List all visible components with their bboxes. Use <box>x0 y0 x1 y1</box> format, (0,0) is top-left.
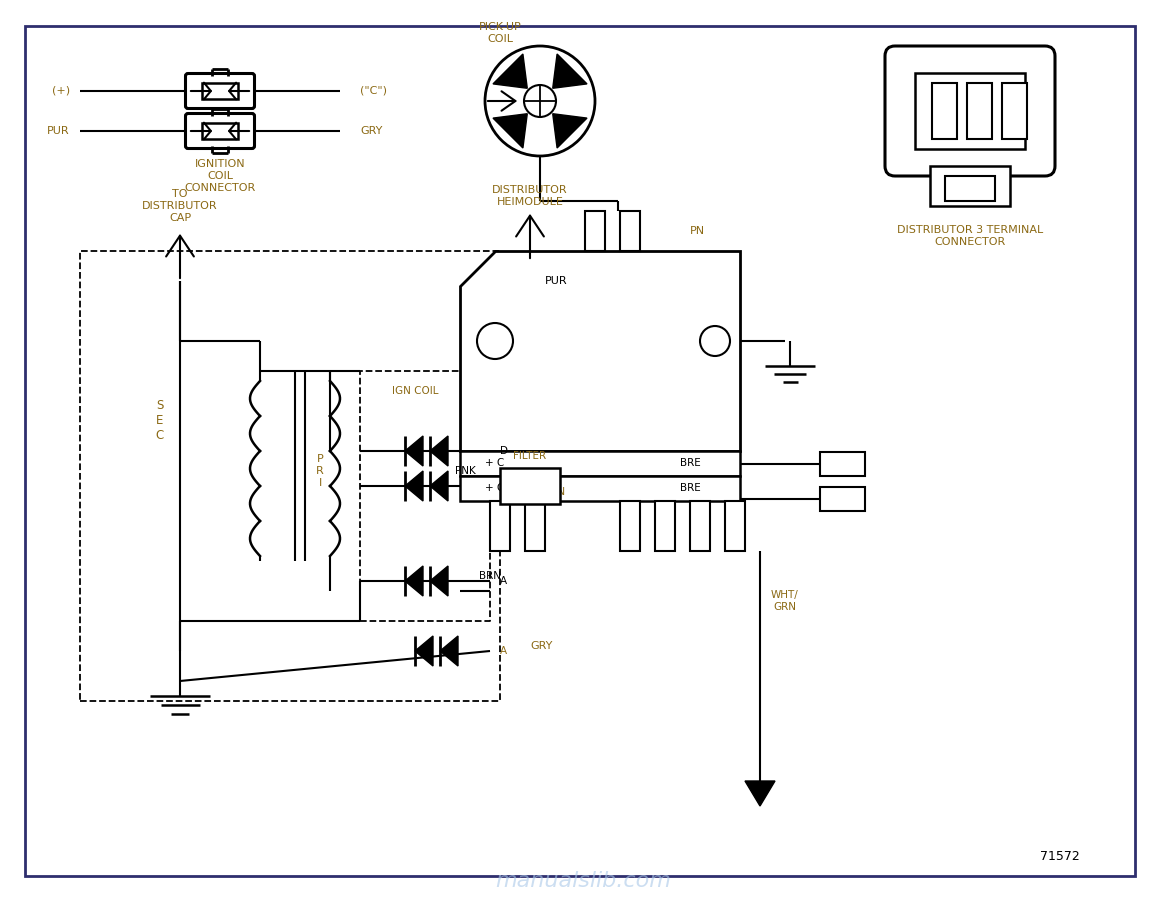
Text: B: B <box>500 481 507 491</box>
Bar <box>967 83 992 139</box>
Text: PN: PN <box>690 226 705 236</box>
Bar <box>932 83 957 139</box>
Circle shape <box>524 85 556 117</box>
FancyBboxPatch shape <box>185 74 254 108</box>
Text: BRE: BRE <box>974 106 990 115</box>
Bar <box>930 166 1010 206</box>
Text: BRE: BRE <box>680 458 701 468</box>
Polygon shape <box>553 114 586 148</box>
Text: DISTRIBUTOR 3 TERMINAL
CONNECTOR: DISTRIBUTOR 3 TERMINAL CONNECTOR <box>897 225 1044 247</box>
Text: WHT/
GRN: WHT/ GRN <box>771 590 799 612</box>
Polygon shape <box>430 471 448 501</box>
Text: BLK
CONN: BLK CONN <box>534 475 566 496</box>
Bar <box>690 501 710 551</box>
Bar <box>620 211 640 251</box>
FancyBboxPatch shape <box>885 46 1055 176</box>
Bar <box>525 501 545 551</box>
Text: A: A <box>500 576 507 586</box>
Text: BRE: BRE <box>680 483 701 493</box>
Polygon shape <box>405 471 423 501</box>
Text: 71572: 71572 <box>1040 850 1080 862</box>
Bar <box>620 501 640 551</box>
Polygon shape <box>430 436 448 466</box>
Text: WHT: WHT <box>831 459 854 469</box>
Text: (+): (+) <box>51 86 70 96</box>
Bar <box>500 468 560 504</box>
Polygon shape <box>405 566 423 596</box>
Text: P
R
I: P R I <box>316 454 324 487</box>
Text: DISTRIBUTOR
HEIMODULE: DISTRIBUTOR HEIMODULE <box>492 186 568 207</box>
Text: WHT: WHT <box>831 494 854 504</box>
Circle shape <box>477 323 513 359</box>
Text: ("C"): ("C") <box>360 86 387 96</box>
Bar <box>725 501 745 551</box>
Text: GRY: GRY <box>531 641 553 651</box>
Text: PICK-UP
COIL: PICK-UP COIL <box>478 23 521 44</box>
Text: D: D <box>500 446 508 456</box>
Text: + C: + C <box>485 483 505 493</box>
Polygon shape <box>461 251 740 451</box>
Text: PUR: PUR <box>545 276 568 286</box>
Circle shape <box>700 326 730 356</box>
Text: PUR: PUR <box>48 126 70 136</box>
Circle shape <box>485 46 595 156</box>
Polygon shape <box>405 436 423 466</box>
Text: FILTER: FILTER <box>513 451 547 461</box>
Polygon shape <box>493 54 527 88</box>
Bar <box>820 487 865 511</box>
Text: IGNITION
COIL
CONNECTOR: IGNITION COIL CONNECTOR <box>184 159 255 193</box>
Polygon shape <box>493 114 527 148</box>
Polygon shape <box>745 781 775 806</box>
Bar <box>461 476 740 501</box>
Bar <box>915 73 1025 149</box>
Bar <box>1002 83 1027 139</box>
Text: BRN: BRN <box>479 571 501 581</box>
Bar <box>202 123 238 139</box>
Bar <box>820 452 865 476</box>
Text: A: A <box>500 646 507 656</box>
Text: PNK: PNK <box>455 466 476 476</box>
Polygon shape <box>415 636 433 666</box>
Bar <box>944 176 995 201</box>
Bar <box>490 501 510 551</box>
Text: manualslib.com: manualslib.com <box>496 871 670 891</box>
Text: IGN COIL: IGN COIL <box>392 386 438 396</box>
Text: S
E
C: S E C <box>156 399 164 442</box>
FancyBboxPatch shape <box>185 114 254 149</box>
Text: TO
DISTRIBUTOR
CAP: TO DISTRIBUTOR CAP <box>142 189 218 223</box>
Bar <box>461 451 740 476</box>
Text: GRY: GRY <box>360 126 382 136</box>
Bar <box>585 211 605 251</box>
Polygon shape <box>553 54 586 88</box>
Bar <box>202 83 238 99</box>
Text: + C: + C <box>485 458 505 468</box>
Bar <box>655 501 675 551</box>
Polygon shape <box>430 566 448 596</box>
Polygon shape <box>440 636 458 666</box>
